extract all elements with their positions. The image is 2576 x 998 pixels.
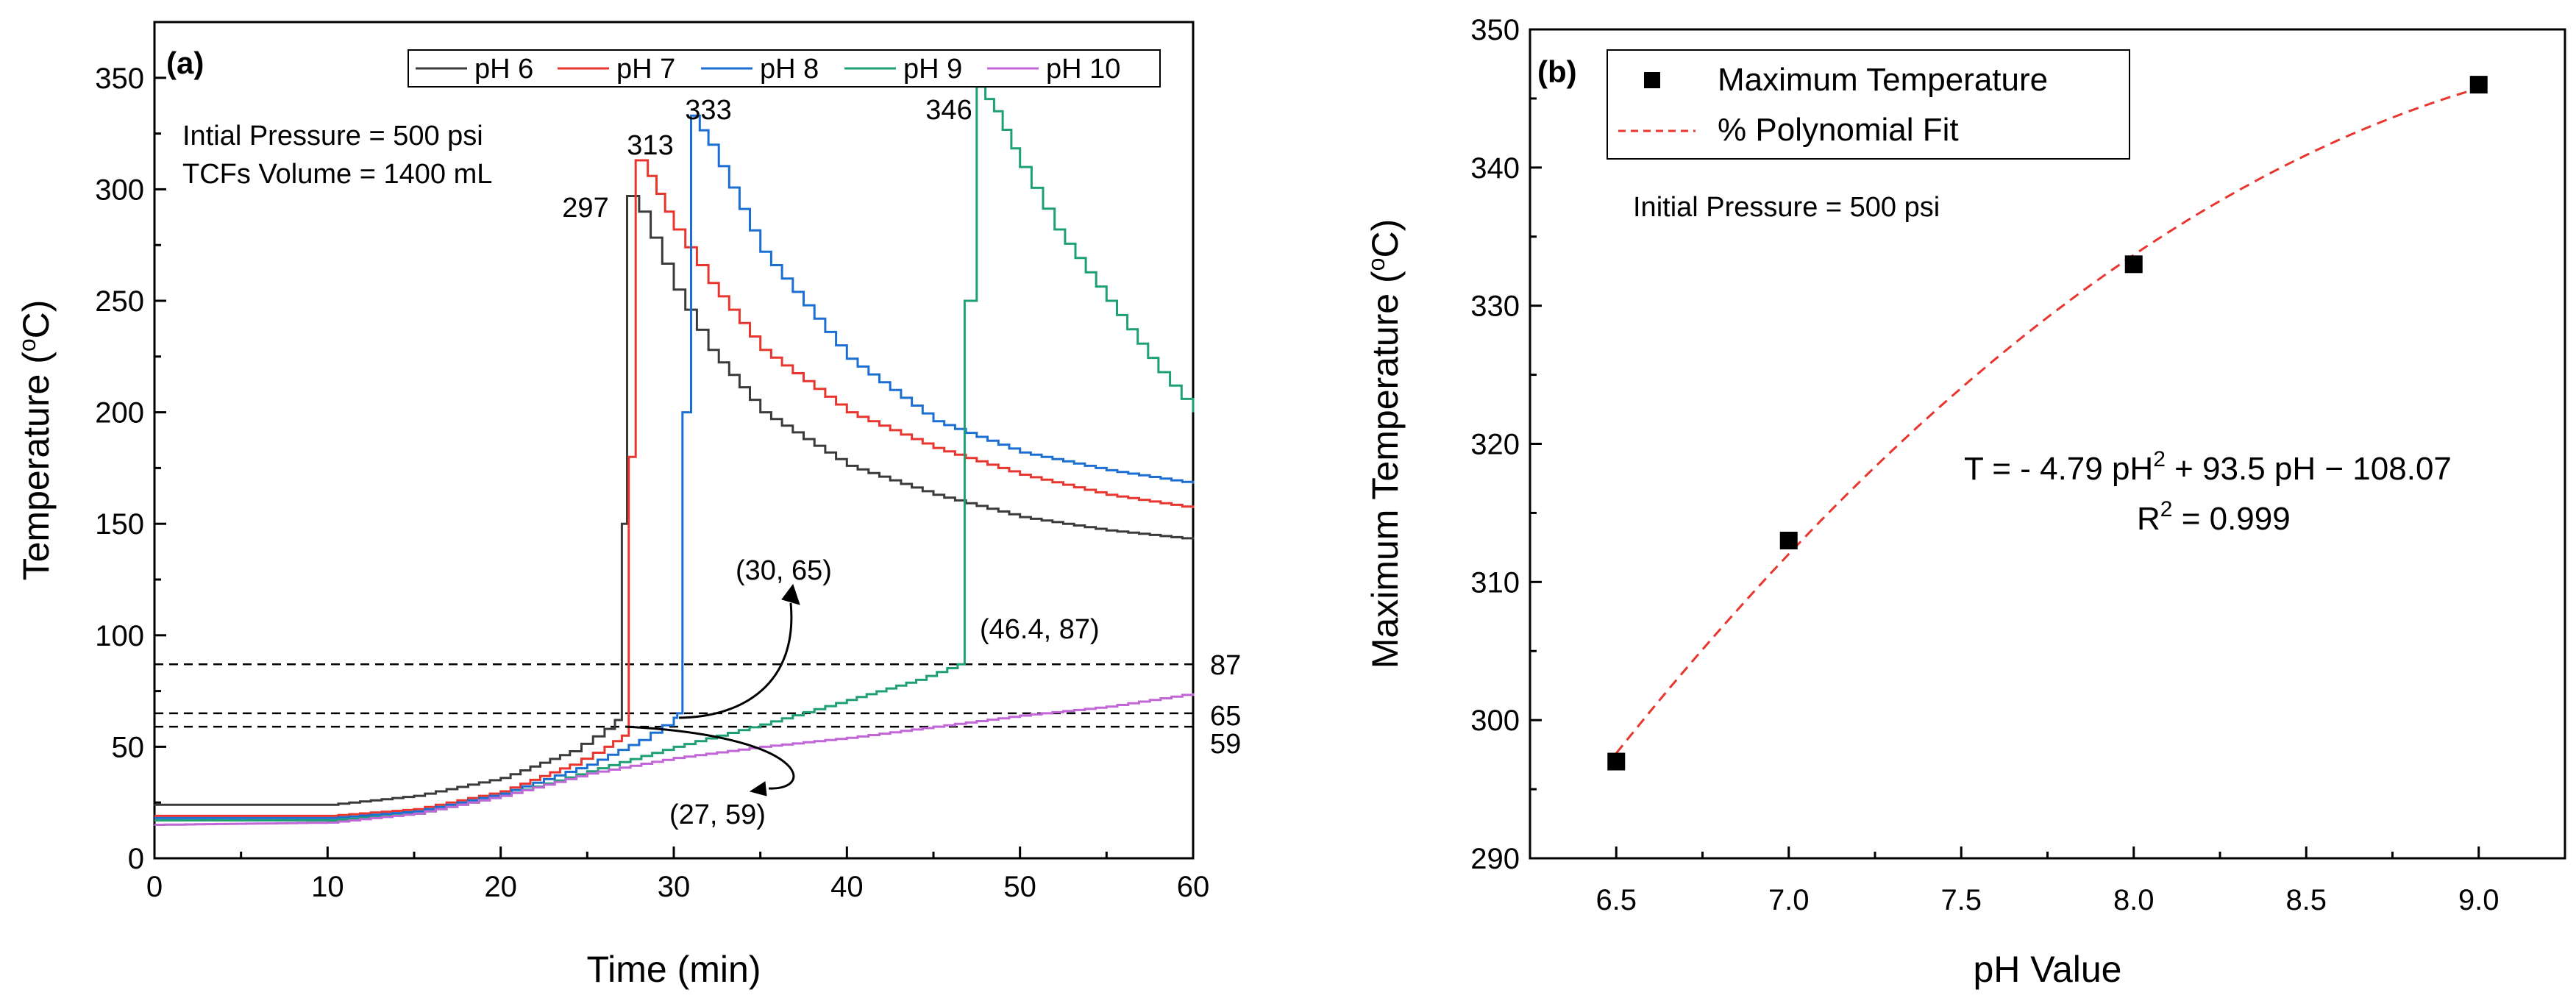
y-tick-label-b: 320 xyxy=(1470,429,1520,461)
y-tick-label-a: 0 xyxy=(128,843,144,875)
y-tick-label-a: 350 xyxy=(95,63,144,95)
y-tick-label-b: 300 xyxy=(1470,705,1520,737)
ref-label-65: 65 xyxy=(1210,701,1241,732)
x-tick-label-a: 40 xyxy=(830,871,864,903)
info-volume-a: TCFs Volume = 1400 mL xyxy=(182,159,492,190)
legend-label-pH-9: pH 9 xyxy=(903,54,962,85)
fit-equation: T = - 4.79 pH2 + 93.5 pH − 108.07 xyxy=(1964,447,2452,487)
peak-label-297: 297 xyxy=(562,193,608,224)
ref-label-59: 59 xyxy=(1210,729,1241,760)
y-tick-label-a: 200 xyxy=(95,397,144,430)
peak-label-313: 313 xyxy=(627,130,673,161)
y-tick-label-b: 290 xyxy=(1470,843,1520,875)
legend-label-fit: % Polynomial Fit xyxy=(1718,112,1959,148)
legend-label-pH-6: pH 6 xyxy=(474,54,533,85)
x-tick-label-b: 9.0 xyxy=(2458,884,2499,916)
panel-label-a: (a) xyxy=(166,46,204,80)
legend-label-pH-8: pH 8 xyxy=(760,54,819,85)
ref-label-87: 87 xyxy=(1210,650,1241,681)
fit-r-squared: R2 = 0.999 xyxy=(2137,497,2291,537)
peak-label-333: 333 xyxy=(685,95,731,126)
legend-label-pH-10: pH 10 xyxy=(1046,54,1120,85)
series-line-pH-10 xyxy=(154,693,1195,827)
panel-label-b: (b) xyxy=(1537,54,1577,89)
legend-box-b xyxy=(1607,49,2130,160)
y-tick-label-a: 100 xyxy=(95,620,144,652)
series-line-pH-6 xyxy=(154,195,1195,806)
legend-swatch-points xyxy=(1644,72,1660,88)
series-line-pH-8 xyxy=(154,114,1195,819)
annot-46-87: (46.4, 87) xyxy=(980,614,1100,645)
series-line-pH-7 xyxy=(154,159,1195,817)
x-tick-label-a: 30 xyxy=(658,871,691,903)
x-axis-title-a: Time (min) xyxy=(586,949,761,990)
x-tick-label-a: 10 xyxy=(311,871,344,903)
y-tick-label-b: 350 xyxy=(1470,14,1520,46)
y-tick-label-b: 340 xyxy=(1470,152,1520,185)
x-axis-title-b: pH Value xyxy=(1974,949,2122,990)
x-tick-label-a: 20 xyxy=(484,871,517,903)
chart-panel-a: 0 10 20 30 40 50 60 0 50 100 150 200 250 300 350 Time (… xyxy=(14,21,1241,990)
x-tick-label-a: 50 xyxy=(1003,871,1036,903)
y-tick-label-a: 150 xyxy=(95,508,144,541)
y-axis-title-b: Maximum Temperature (oC) xyxy=(1363,219,1406,669)
legend-label-points: Maximum Temperature xyxy=(1718,62,2048,98)
info-pressure-a: Intial Pressure = 500 psi xyxy=(182,121,483,152)
y-tick-label-a: 50 xyxy=(112,731,145,763)
fit-curve xyxy=(1615,87,2480,755)
x-tick-label-b: 7.5 xyxy=(1940,884,1982,916)
x-tick-label-b: 7.0 xyxy=(1768,884,1810,916)
legend-label-pH-7: pH 7 xyxy=(616,54,675,85)
y-tick-label-b: 310 xyxy=(1470,566,1520,599)
data-point-8 xyxy=(2124,255,2143,274)
x-tick-label-a: 60 xyxy=(1177,871,1210,903)
chart-panel-b: 6.5 7.0 7.5 8.0 8.5 9.0 290 300 310 320 330 340 350 p… xyxy=(1363,14,2566,990)
arrow-30-65 xyxy=(679,602,793,719)
arrow-27-59 xyxy=(625,725,795,790)
arrowhead-27-59 xyxy=(749,781,767,796)
x-tick-label-b: 8.0 xyxy=(2113,884,2155,916)
y-axis-title-a: Temperature (oC) xyxy=(14,300,57,581)
annot-30-65: (30, 65) xyxy=(736,555,832,586)
peak-label-346: 346 xyxy=(925,95,972,126)
y-tick-label-a: 250 xyxy=(95,285,144,318)
info-pressure-b: Initial Pressure = 500 psi xyxy=(1633,192,1940,223)
data-point-9 xyxy=(2469,76,2488,94)
y-tick-label-b: 330 xyxy=(1470,291,1520,323)
arrowhead-30-65 xyxy=(781,583,800,605)
x-tick-label-b: 6.5 xyxy=(1595,884,1637,916)
data-point-7 xyxy=(1779,531,1798,549)
annot-27-59: (27, 59) xyxy=(669,799,766,830)
data-point-6.5 xyxy=(1607,752,1626,771)
x-tick-label-a: 0 xyxy=(146,871,163,903)
y-tick-label-a: 300 xyxy=(95,174,144,206)
x-tick-label-b: 8.5 xyxy=(2285,884,2327,916)
